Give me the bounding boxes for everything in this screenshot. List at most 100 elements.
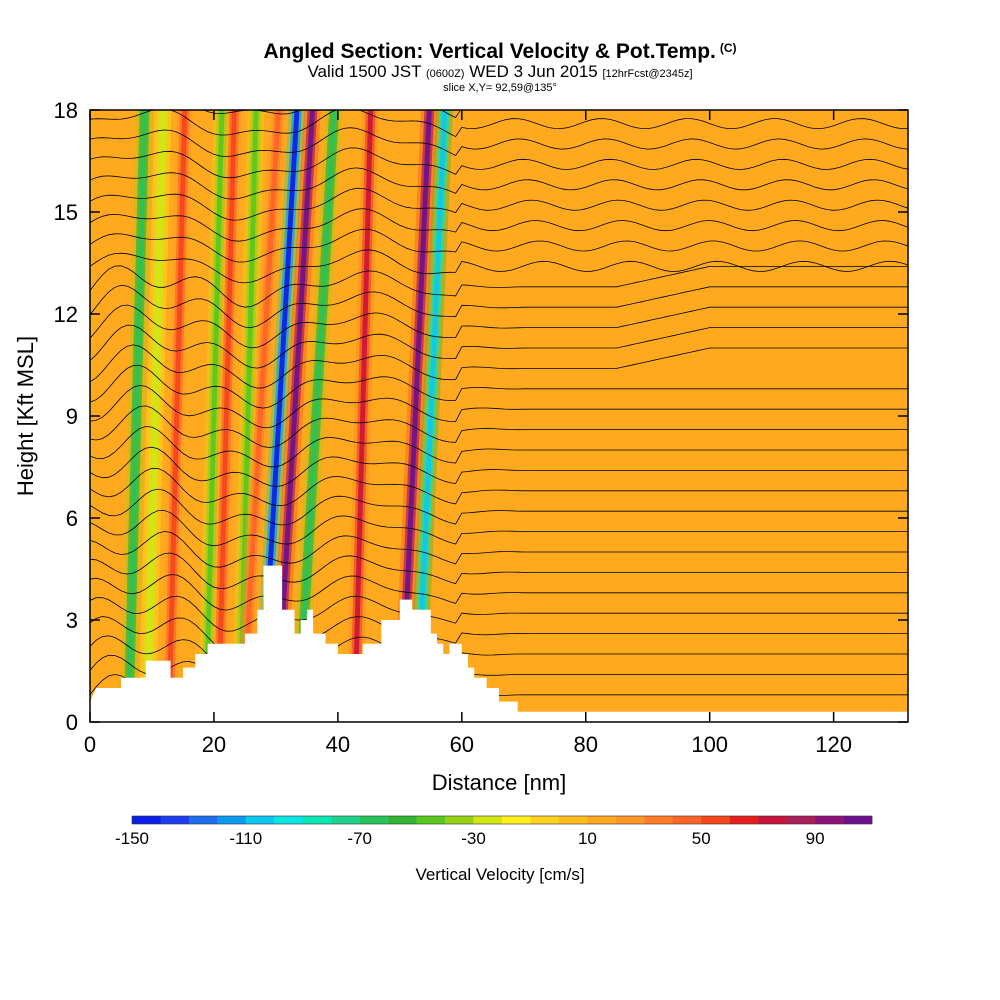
y-tick-label: 9 bbox=[66, 404, 78, 429]
theta-contour bbox=[90, 364, 908, 409]
theta-contour bbox=[90, 249, 908, 284]
velocity-band-layer bbox=[203, 110, 225, 722]
x-tick-label: 120 bbox=[815, 732, 852, 757]
velocity-band bbox=[209, 110, 243, 722]
velocity-band-layer bbox=[166, 110, 188, 722]
velocity-band-layer bbox=[295, 110, 337, 722]
colorbar-swatch bbox=[160, 816, 190, 824]
x-tick-label: 80 bbox=[574, 732, 598, 757]
y-tick-label: 12 bbox=[54, 302, 78, 327]
velocity-band bbox=[197, 110, 231, 722]
colorbar-swatch bbox=[615, 816, 645, 824]
colorbar-tick-label: 90 bbox=[806, 829, 825, 848]
theta-contour bbox=[90, 574, 908, 611]
colorbar-tick-label: 50 bbox=[692, 829, 711, 848]
colorbar-swatch bbox=[587, 816, 617, 824]
colorbar-swatch bbox=[843, 816, 873, 824]
velocity-band-layer bbox=[414, 110, 448, 722]
theta-contour bbox=[90, 265, 908, 308]
velocity-band-layer bbox=[398, 110, 432, 722]
theta-contour bbox=[90, 344, 908, 389]
y-axis-title: Height [Kft MSL] bbox=[13, 336, 38, 496]
colorbar-swatch bbox=[644, 816, 674, 824]
colorbar-swatch bbox=[359, 816, 389, 824]
theta-contour bbox=[90, 405, 908, 448]
colorbar-swatch bbox=[274, 816, 304, 824]
velocity-band bbox=[408, 110, 454, 722]
theta-contour bbox=[90, 228, 908, 263]
colorbar-swatch bbox=[217, 816, 247, 824]
colorbar-swatch bbox=[331, 816, 360, 824]
colorbar-frame bbox=[131, 815, 873, 825]
colorbar-tick-label: 10 bbox=[578, 829, 597, 848]
theta-contour bbox=[90, 110, 908, 138]
x-axis: 0 20 40 60 80 100 120 bbox=[84, 110, 852, 757]
slice-info: slice X,Y= 92,59@135° bbox=[443, 82, 557, 94]
y-axis: 0 3 6 9 12 15 18 bbox=[54, 98, 908, 735]
theta-contour bbox=[90, 552, 908, 590]
theta-contour bbox=[203, 110, 461, 119]
velocity-band-layer bbox=[144, 110, 166, 722]
theta-contour bbox=[90, 595, 908, 632]
colorbar-swatch bbox=[302, 816, 332, 824]
velocity-band-layer bbox=[237, 110, 259, 722]
theta-contour bbox=[90, 531, 908, 568]
velocity-band-layer bbox=[352, 110, 374, 722]
x-tick-label: 0 bbox=[84, 732, 96, 757]
velocity-band-layer bbox=[126, 110, 147, 722]
velocity-band bbox=[120, 110, 153, 722]
colorbar-swatch bbox=[502, 816, 531, 824]
velocity-band bbox=[138, 110, 172, 722]
y-tick-label: 3 bbox=[66, 608, 78, 633]
x-axis-title: Distance [nm] bbox=[432, 770, 567, 795]
terrain bbox=[90, 565, 908, 722]
theta-contour bbox=[90, 304, 908, 349]
colorbar-swatch bbox=[245, 816, 275, 824]
velocity-band bbox=[234, 110, 287, 722]
theta-contour bbox=[90, 488, 908, 526]
y-tick-label: 15 bbox=[54, 200, 78, 225]
colorbar: -150 -110 -70 -30 10 50 90 bbox=[115, 815, 873, 848]
theta-contour bbox=[90, 426, 908, 468]
colorbar-swatch bbox=[473, 816, 503, 824]
theta-contour bbox=[90, 167, 908, 200]
colorbar-swatch bbox=[445, 816, 474, 824]
colorbar-swatch bbox=[815, 816, 844, 824]
theta-contour bbox=[90, 127, 908, 157]
velocity-band bbox=[231, 110, 265, 722]
velocity-band bbox=[392, 110, 438, 722]
chart-title-block: Angled Section: Vertical Velocity & Pot.… bbox=[0, 36, 1000, 94]
theta-contour bbox=[90, 208, 908, 242]
colorbar-title: Vertical Velocity [cm/s] bbox=[415, 865, 584, 884]
y-tick-label: 18 bbox=[54, 98, 78, 123]
velocity-band-layer bbox=[274, 110, 315, 722]
colorbar-tick-label: -70 bbox=[347, 829, 372, 848]
colorbar-swatch bbox=[388, 816, 417, 824]
x-tick-label: 40 bbox=[326, 732, 350, 757]
velocity-band-layer bbox=[239, 110, 281, 722]
theta-contour bbox=[90, 284, 908, 329]
x-tick-label: 60 bbox=[450, 732, 474, 757]
velocity-band bbox=[289, 110, 343, 722]
theta-contour bbox=[90, 324, 908, 369]
velocity-band bbox=[346, 110, 380, 722]
colorbar-swatch bbox=[786, 816, 816, 824]
theta-contour bbox=[90, 187, 908, 221]
colorbar-swatch bbox=[701, 816, 730, 824]
colorbar-swatch bbox=[672, 816, 702, 824]
colorbar-tick-label: -110 bbox=[229, 829, 262, 848]
theta-contour bbox=[90, 467, 908, 507]
colorbar-swatch bbox=[132, 816, 161, 824]
colorbar-tick-label: -30 bbox=[461, 829, 486, 848]
colorbar-swatch bbox=[558, 816, 588, 824]
velocity-bands bbox=[120, 110, 454, 722]
colorbar-swatch bbox=[530, 816, 560, 824]
theta-contours bbox=[90, 110, 908, 716]
colorbar-swatch bbox=[416, 816, 446, 824]
velocity-band-layer bbox=[215, 110, 237, 722]
plot-area bbox=[90, 110, 908, 722]
theta-contour bbox=[90, 147, 908, 179]
colorbar-swatch bbox=[188, 816, 218, 824]
colorbar-swatch bbox=[729, 816, 759, 824]
chart-title: Angled Section: Vertical Velocity & Pot.… bbox=[263, 40, 737, 63]
